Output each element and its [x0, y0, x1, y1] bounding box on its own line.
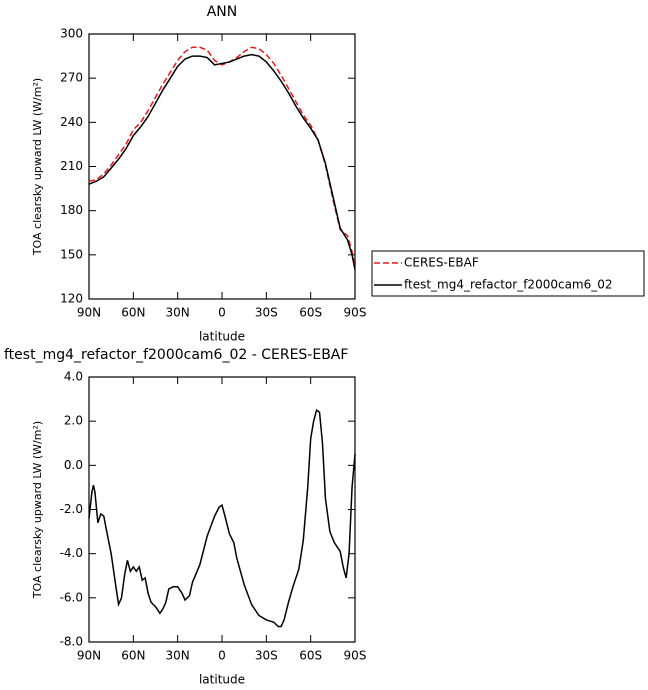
y-tick-label: 120: [60, 292, 83, 306]
chart-title: ftest_mg4_refactor_f2000cam6_02 - CERES-…: [4, 347, 348, 363]
legend-label: ftest_mg4_refactor_f2000cam6_02: [404, 278, 613, 292]
data-line: [88, 53, 356, 270]
y-tick-label: -4.0: [60, 546, 83, 560]
y-tick-label: -2.0: [60, 502, 83, 516]
x-tick-label: 30S: [255, 649, 278, 663]
y-tick-label: 300: [60, 27, 83, 41]
x-axis-label: latitude: [199, 330, 245, 344]
x-tick-label: 0: [218, 306, 226, 320]
x-tick-label: 90N: [77, 306, 101, 320]
x-tick-label: 30N: [166, 306, 190, 320]
y-axis-label: TOA clearsky upward LW (W/m²): [31, 78, 44, 256]
chart-title: ANN: [207, 4, 238, 20]
y-tick-label: 180: [60, 203, 83, 217]
x-tick-label: 90S: [344, 306, 367, 320]
y-tick-label: 4.0: [64, 370, 83, 384]
legend-label: CERES-EBAF: [404, 256, 479, 270]
x-tick-label: 60S: [299, 649, 322, 663]
legend-box: [371, 250, 645, 297]
x-axis-label: latitude: [199, 673, 245, 687]
data-line: [88, 46, 356, 267]
plot-frame: [88, 33, 356, 300]
y-tick-label: -8.0: [60, 635, 83, 649]
data-line: [88, 408, 356, 628]
x-tick-label: 60N: [121, 306, 145, 320]
y-tick-label: -6.0: [60, 590, 83, 604]
x-tick-label: 60S: [299, 306, 322, 320]
y-tick-label: 150: [60, 247, 83, 261]
x-tick-label: 0: [218, 649, 226, 663]
x-tick-label: 90N: [77, 649, 101, 663]
y-tick-label: 2.0: [64, 414, 83, 428]
x-tick-label: 30S: [255, 306, 278, 320]
x-tick-label: 30N: [166, 649, 190, 663]
x-tick-label: 90S: [344, 649, 367, 663]
x-tick-label: 60N: [121, 649, 145, 663]
y-axis-label: TOA clearsky upward LW (W/m²): [31, 421, 44, 599]
y-tick-label: 0.0: [64, 458, 83, 472]
y-tick-label: 270: [60, 71, 83, 85]
y-tick-label: 210: [60, 159, 83, 173]
y-tick-label: 240: [60, 115, 83, 129]
